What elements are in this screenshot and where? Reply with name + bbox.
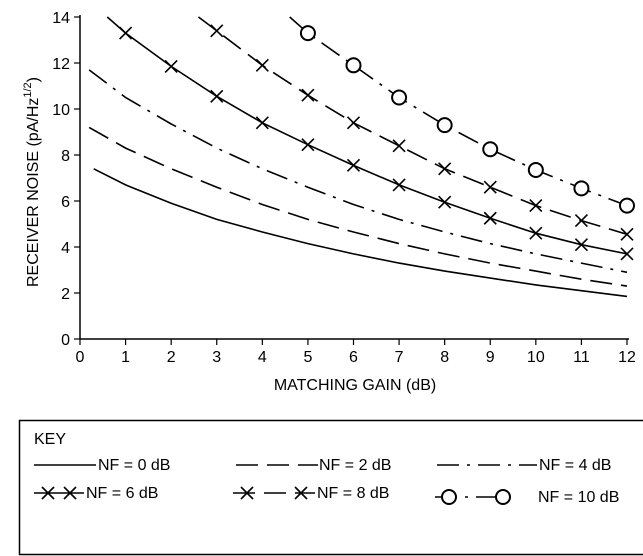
x-tick-label: 4: [258, 349, 267, 366]
key-entry: NF = 6 dB: [34, 485, 158, 502]
series-nf-3: [106, 16, 634, 261]
x-tick-label: 8: [440, 349, 449, 366]
x-axis-title: MATCHING GAIN (dB): [274, 377, 436, 394]
key-title: KEY: [34, 431, 66, 448]
data-point-x-marker: [529, 226, 543, 240]
data-point-x-marker: [529, 199, 543, 213]
y-tick-label: 2: [61, 286, 70, 303]
x-tick-label: 5: [303, 349, 312, 366]
data-point-circle-marker: [482, 141, 499, 158]
key-entry: NF = 10 dB: [435, 489, 619, 506]
data-point-x-marker: [346, 116, 361, 130]
series-line: [88, 69, 628, 274]
data-point-circle-marker: [619, 197, 635, 214]
x-tick-label: 7: [395, 349, 404, 366]
data-point-x-marker: [438, 162, 452, 176]
key-entry: NF = 4 dB: [437, 457, 611, 474]
key-label: NF = 10 dB: [538, 489, 619, 506]
y-tick-label: 0: [61, 332, 70, 349]
y-tick-label: 8: [61, 148, 70, 165]
key-label: NF = 8 dB: [317, 485, 389, 502]
key-entry: NF = 8 dB: [233, 485, 389, 502]
key-label: NF = 0 dB: [98, 457, 170, 474]
series-line: [289, 16, 628, 207]
y-axis-title-close: ): [25, 77, 42, 82]
data-point-x-marker: [392, 178, 406, 192]
key-border: [18, 419, 643, 556]
x-tick-label: 1: [121, 349, 130, 366]
x-tick-label: 6: [349, 349, 358, 366]
key-entry: NF = 2 dB: [236, 457, 391, 474]
data-point-x-marker: [210, 24, 224, 38]
x-tick-label: 9: [486, 349, 495, 366]
x-tick-label: 12: [618, 349, 636, 366]
data-point-x-marker: [301, 88, 315, 102]
data-point-x-marker: [620, 247, 634, 261]
data-point-x-marker: [483, 180, 497, 194]
x-tick-label: 11: [573, 349, 590, 366]
series-nf-2: [88, 69, 628, 274]
y-tick-label: 10: [52, 102, 70, 119]
plot-area: [88, 16, 635, 298]
key-label: NF = 6 dB: [86, 485, 158, 502]
key-entry: NF = 0 dB: [34, 457, 170, 474]
data-point-x-marker: [438, 195, 452, 209]
data-point-x-marker: [483, 211, 497, 225]
data-point-x-marker: [574, 238, 588, 252]
data-point-x-marker: [392, 139, 406, 153]
data-point-x-marker: [255, 58, 269, 72]
axes: [74, 15, 629, 345]
data-point-circle-marker: [391, 89, 408, 106]
x-tick-label: 0: [76, 349, 85, 366]
x-tick-label: 10: [527, 349, 545, 366]
key-x-marker: [63, 486, 77, 500]
series-nf-5: [289, 16, 635, 214]
key-circle-marker: [495, 489, 511, 505]
key-label: NF = 2 dB: [319, 457, 391, 474]
data-point-x-marker: [574, 213, 588, 228]
data-point-x-marker: [620, 227, 634, 241]
series-nf-4: [198, 16, 634, 241]
key-x-marker: [294, 486, 308, 500]
data-point-circle-marker: [527, 161, 544, 178]
data-point-circle-marker: [299, 25, 316, 42]
key-circle-marker: [441, 489, 457, 505]
y-axis-title-sup: 1/2: [22, 82, 34, 97]
series-line: [93, 168, 628, 298]
x-tick-label: 3: [212, 349, 221, 366]
key-label: NF = 4 dB: [539, 457, 611, 474]
x-tick-label: 2: [167, 349, 176, 366]
y-tick-label: 6: [61, 194, 70, 211]
key-entries: NF = 0 dB NF = 2 dB NF = 4 dB NF = 6 dB NF =…: [34, 457, 619, 506]
data-point-x-marker: [164, 59, 178, 74]
series-nf-0: [93, 168, 628, 298]
y-tick-label: 14: [52, 10, 70, 27]
data-point-x-marker: [346, 158, 361, 172]
data-point-circle-marker: [436, 117, 453, 134]
data-point-circle-marker: [345, 57, 362, 74]
data-point-x-marker: [301, 138, 315, 152]
y-tick-label: 12: [52, 56, 70, 73]
y-axis-title: RECEIVER NOISE (pA/Hz1/2): [22, 77, 42, 287]
data-point-x-marker: [255, 116, 269, 130]
y-tick-label: 4: [61, 240, 70, 257]
data-point-x-marker: [119, 26, 133, 40]
data-point-circle-marker: [573, 180, 590, 197]
key-x-marker: [240, 486, 254, 500]
series-line: [198, 16, 628, 236]
key-x-marker: [41, 486, 55, 500]
series-line: [106, 16, 628, 255]
data-point-x-marker: [210, 89, 224, 103]
series-line: [88, 126, 628, 287]
series-nf-1: [88, 126, 628, 287]
y-axis-title-main: RECEIVER NOISE (pA/Hz: [25, 98, 42, 287]
